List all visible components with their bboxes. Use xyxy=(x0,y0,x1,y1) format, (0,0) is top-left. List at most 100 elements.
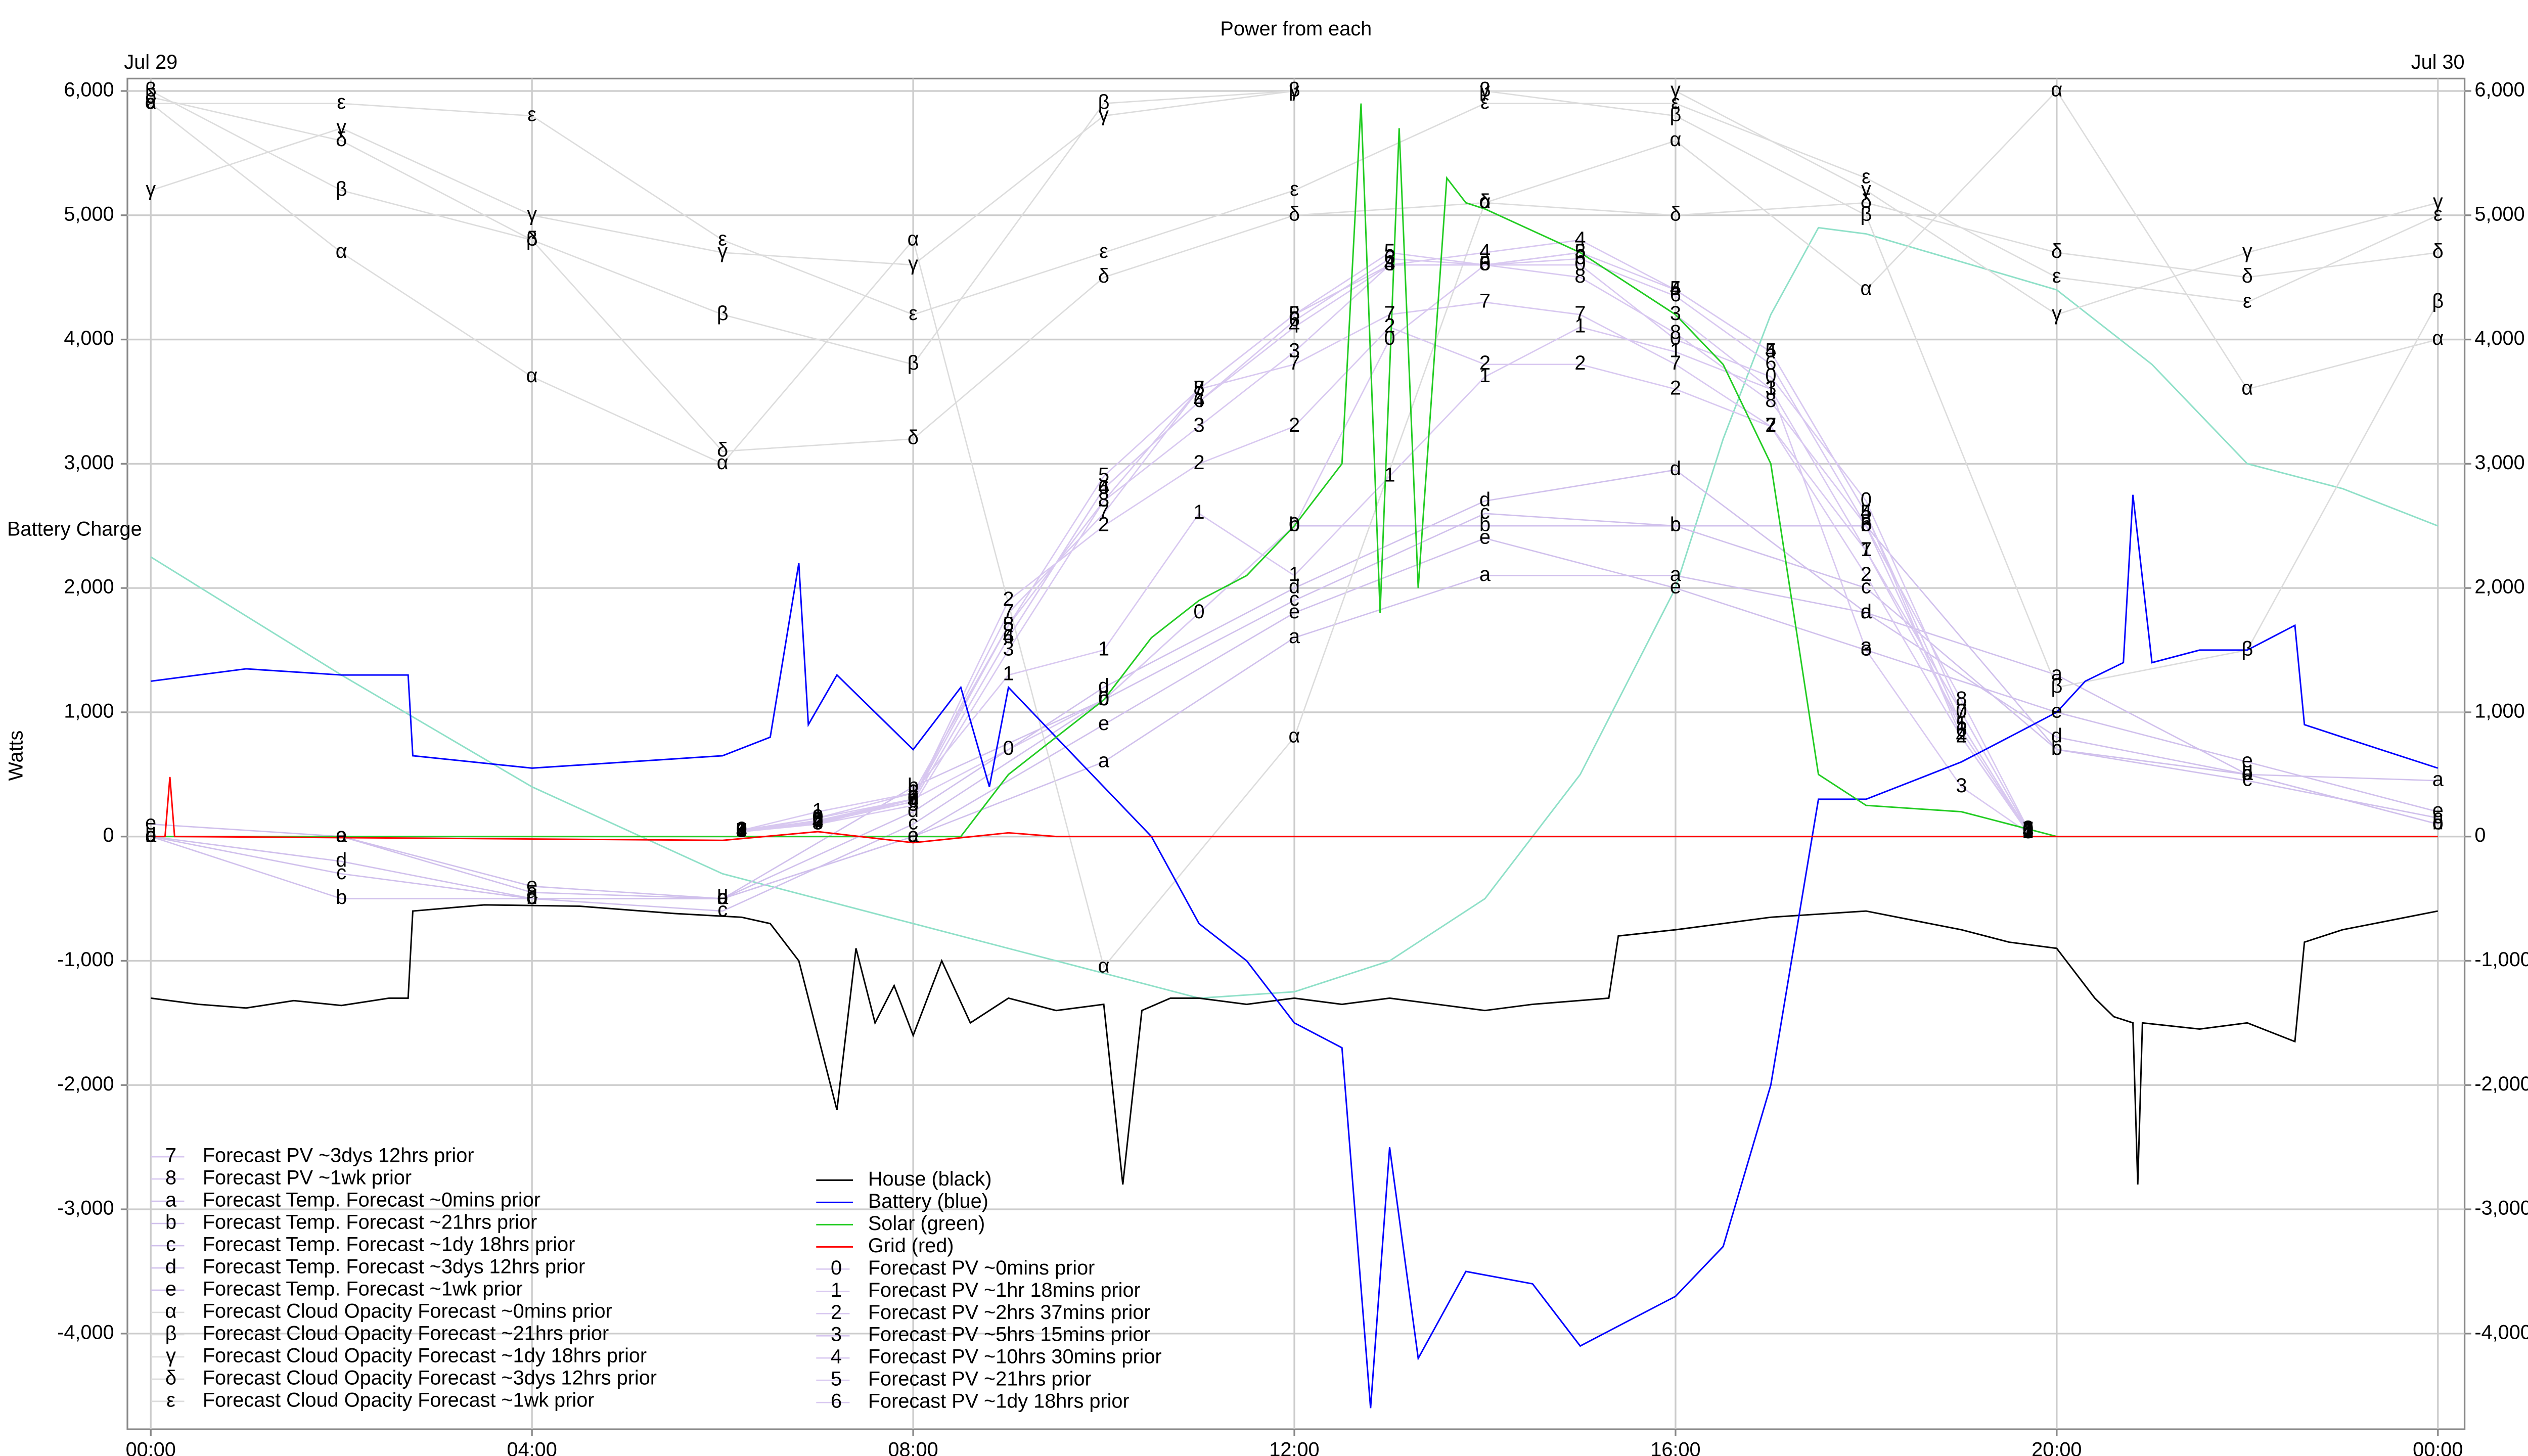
forecast-marker: 6 xyxy=(1384,246,1395,268)
forecast-marker: 6 xyxy=(1289,308,1300,331)
forecast-marker: β xyxy=(908,352,919,374)
legend-marker: b xyxy=(165,1211,176,1234)
forecast-marker: 6 xyxy=(1861,514,1872,536)
y2-tick-label: -1,000 xyxy=(2474,948,2528,971)
forecast-marker: a xyxy=(1289,625,1300,648)
forecast-marker: e xyxy=(2432,799,2444,822)
forecast-marker: β xyxy=(1861,203,1872,225)
forecast-marker: c xyxy=(527,886,537,908)
forecast-marker: c xyxy=(1480,501,1490,523)
forecast-marker: d xyxy=(2432,812,2444,834)
forecast-marker: 4 xyxy=(1956,725,1967,747)
forecast-marker: b xyxy=(2242,762,2253,784)
forecast-marker: d xyxy=(1289,576,1300,598)
y2-tick-label: 4,000 xyxy=(2474,327,2524,349)
legend-label: Forecast Temp. Forecast ~0mins prior xyxy=(203,1189,540,1211)
forecast-marker: α xyxy=(336,240,347,262)
forecast-marker: 0 xyxy=(1861,489,1872,511)
forecast-marker: δ xyxy=(717,439,728,461)
forecast-marker: 6 xyxy=(812,809,824,832)
legend-marker: α xyxy=(165,1300,177,1322)
forecast-marker: β xyxy=(1479,78,1491,101)
forecast-marker: 8 xyxy=(2022,816,2034,839)
forecast-marker: β xyxy=(336,178,347,200)
forecast-marker: 5 xyxy=(1479,253,1491,275)
legend-marker: 6 xyxy=(831,1390,842,1413)
legend-marker: 2 xyxy=(831,1301,842,1324)
forecast-marker: 4 xyxy=(1765,340,1776,362)
y2-tick-label: -4,000 xyxy=(2474,1321,2528,1343)
forecast-marker: d xyxy=(526,886,537,908)
forecast-marker: e xyxy=(526,874,537,896)
forecast-marker: b xyxy=(1670,514,1681,536)
legend-label: Forecast Temp. Forecast ~21hrs prior xyxy=(203,1211,537,1234)
forecast-marker: ε xyxy=(146,91,155,113)
forecast-marker: γ xyxy=(2052,302,2062,325)
forecast-marker: 4 xyxy=(1670,278,1681,300)
forecast-marker: γ xyxy=(1861,178,1871,200)
forecast-marker: 6 xyxy=(1765,352,1776,374)
series-line xyxy=(151,103,2438,838)
forecast-marker: γ xyxy=(717,240,728,262)
y2-tick-label: 2,000 xyxy=(2474,576,2524,598)
forecast-marker: b xyxy=(2432,812,2444,834)
forecast-marker: 4 xyxy=(736,819,747,841)
legend-label: Forecast PV ~21hrs prior xyxy=(868,1368,1092,1390)
forecast-marker: 5 xyxy=(1956,712,1967,735)
forecast-marker: 1 xyxy=(736,818,747,840)
forecast-marker: 2 xyxy=(2022,821,2034,843)
forecast-marker: c xyxy=(146,824,156,846)
forecast-marker: a xyxy=(336,824,347,846)
forecast-marker: 1 xyxy=(1289,563,1300,585)
forecast-line xyxy=(150,89,2439,969)
forecast-marker: 0 xyxy=(1956,700,1967,722)
forecast-marker: d xyxy=(1098,675,1109,697)
legend-label: Forecast PV ~1wk prior xyxy=(203,1167,412,1189)
forecast-marker: c xyxy=(336,861,346,884)
legend-label: Solar (green) xyxy=(868,1212,985,1235)
forecast-marker: 1 xyxy=(1670,340,1681,362)
forecast-marker: 2 xyxy=(1098,514,1109,536)
forecast-marker: 1 xyxy=(1384,464,1395,486)
forecast-marker: δ xyxy=(2242,265,2253,287)
forecast-marker: 3 xyxy=(2022,821,2034,843)
forecast-line xyxy=(151,469,2439,899)
forecast-marker: 8 xyxy=(812,805,824,828)
series-line xyxy=(151,777,2438,844)
forecast-marker: 7 xyxy=(1098,501,1109,523)
forecast-marker: b xyxy=(1479,514,1491,536)
forecast-marker: α xyxy=(1098,954,1110,977)
forecast-marker: 7 xyxy=(908,787,919,809)
forecast-marker: 1 xyxy=(1098,638,1109,660)
forecast-marker: ε xyxy=(2052,265,2061,287)
forecast-marker: 4 xyxy=(1479,240,1491,262)
forecast-marker: γ xyxy=(336,116,346,138)
forecast-marker: ε xyxy=(1480,91,1489,113)
forecast-marker: 5 xyxy=(1384,240,1395,262)
forecast-marker: γ xyxy=(1671,78,1681,101)
legend-marker: 4 xyxy=(831,1346,842,1368)
forecast-marker: 0 xyxy=(1193,601,1204,623)
forecast-marker: δ xyxy=(526,228,537,250)
forecast-marker: e xyxy=(2242,750,2253,772)
forecast-marker: 1 xyxy=(1574,314,1586,337)
legend-label: Forecast PV ~1hr 18mins prior xyxy=(868,1279,1141,1301)
forecast-marker: 3 xyxy=(1861,638,1872,660)
forecast-marker: 4 xyxy=(908,789,919,811)
forecast-marker: 6 xyxy=(1098,476,1109,498)
forecast-marker: e xyxy=(1479,526,1491,548)
legend-label: Battery (blue) xyxy=(868,1190,988,1212)
forecast-marker: 2 xyxy=(1956,725,1967,747)
forecast-marker: a xyxy=(2242,762,2253,784)
forecast-marker: b xyxy=(717,886,728,908)
forecast-marker: 0 xyxy=(1574,253,1586,275)
forecast-marker: α xyxy=(1479,191,1491,213)
forecast-marker: e xyxy=(1670,576,1681,598)
legend-marker: 8 xyxy=(165,1167,176,1189)
forecast-marker: 5 xyxy=(1574,240,1586,262)
forecast-marker: 8 xyxy=(736,819,747,841)
forecast-marker: 2 xyxy=(1193,451,1204,474)
forecast-marker: 5 xyxy=(1765,340,1776,362)
